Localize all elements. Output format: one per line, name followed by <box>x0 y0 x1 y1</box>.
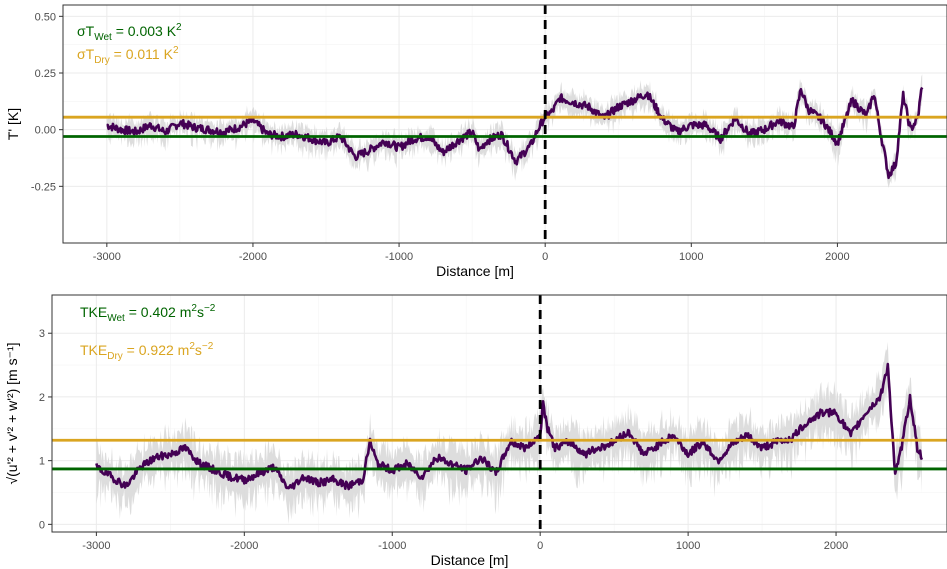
x-tick-label: -1000 <box>378 540 406 552</box>
panel-border <box>51 294 947 533</box>
x-tick-label: -1000 <box>385 251 413 263</box>
x-tick-label: 1000 <box>679 251 703 263</box>
chart-panel-2: -3000 -2000 -1000 0 1000 2000 0 1 2 3 Distance [m]… <box>4 294 947 568</box>
data-series-line <box>106 86 924 180</box>
x-tick-label: -3000 <box>93 251 121 263</box>
annotation-wet: σTWet = 0.003 K2 <box>77 22 182 43</box>
y-tick-label: 0 <box>39 519 45 531</box>
x-tick-label: -2000 <box>230 540 258 552</box>
annotation-dry: TKEDry = 0.922 m2s−2 <box>80 341 214 362</box>
annotation-wet: TKEWet = 0.402 m2s−2 <box>80 303 216 324</box>
x-tick-label: 0 <box>537 540 543 552</box>
x-axis-title: Distance [m] <box>436 263 514 279</box>
y-tick-label: 2 <box>39 392 45 404</box>
y-axis-title: T' [K] <box>5 108 21 140</box>
y-axis-title: √(u'² + v'² + w'²) [m s⁻¹] <box>4 342 20 484</box>
x-tick-label: 1000 <box>676 540 700 552</box>
x-tick-label: 2000 <box>824 540 848 552</box>
panel-border <box>62 4 947 244</box>
y-tick-label: -0.25 <box>31 181 56 193</box>
y-tick-label: 3 <box>39 328 45 340</box>
x-tick-label: -2000 <box>239 251 267 263</box>
chart-panel-1: -3000 -2000 -1000 0 1000 2000 -0.25 0.00 0.25 0.5… <box>5 4 947 279</box>
y-tick-label: 0.00 <box>35 125 56 137</box>
x-axis-title: Distance [m] <box>431 552 509 568</box>
y-tick-label: 0.50 <box>35 11 56 23</box>
x-tick-label: -3000 <box>82 540 110 552</box>
y-tick-label: 1 <box>39 456 45 468</box>
annotation-dry: σTDry = 0.011 K2 <box>77 45 179 66</box>
x-tick-label: 0 <box>542 251 548 263</box>
y-tick-label: 0.25 <box>35 68 56 80</box>
x-tick-label: 2000 <box>825 251 849 263</box>
